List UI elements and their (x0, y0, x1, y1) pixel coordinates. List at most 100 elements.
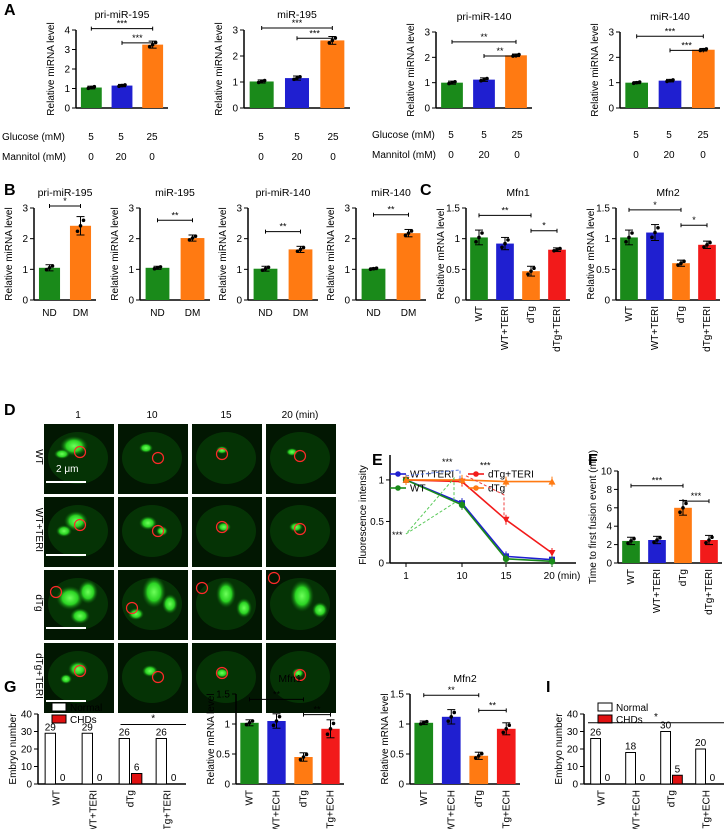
y-tick-label: 10 (601, 467, 613, 478)
significance-label: * (63, 196, 67, 206)
data-point (50, 264, 55, 268)
bar-normal (695, 748, 707, 785)
data-point (474, 240, 478, 244)
y-tick-label: 1 (236, 265, 242, 276)
data-point (682, 259, 686, 264)
x-tick-label: 15 (500, 571, 512, 582)
series-marker (548, 558, 556, 565)
bar (240, 722, 259, 784)
roi-circle (151, 451, 165, 465)
panel-label-d: D (4, 402, 16, 419)
y-axis-label: Relative miRNA level (406, 23, 417, 116)
panel-label-i: I (546, 679, 550, 696)
data-point (668, 78, 672, 83)
glucose-value: 5 (666, 130, 672, 141)
x-tick-label: WT+TERI (650, 306, 661, 350)
y-tick-label: 3 (424, 28, 430, 39)
data-point (684, 501, 688, 506)
bar (80, 87, 102, 108)
data-point (679, 261, 683, 266)
bar (470, 237, 488, 300)
glucose-label: Glucose (mM) (372, 130, 435, 141)
significance-guide (405, 469, 461, 482)
y-tick-label: 3 (22, 204, 28, 215)
x-tick-label: dTg (676, 306, 687, 323)
series-line (406, 479, 552, 483)
y-tick-label: 0.5 (446, 265, 460, 276)
bar (698, 244, 716, 300)
data-point (187, 238, 192, 242)
mitochondria-signal (128, 608, 144, 620)
y-tick-label: 0 (378, 559, 384, 570)
bar (469, 755, 489, 784)
data-point (274, 719, 279, 723)
significance-label: *** (652, 476, 663, 486)
significance-label: *** (691, 491, 702, 501)
mannitol-value: 0 (700, 150, 706, 161)
mannitol-value: 0 (258, 152, 264, 163)
y-axis-label: Fluorescence intensity (358, 465, 369, 565)
y-tick-label: 1 (604, 234, 610, 245)
condition-table-a3: Glucose (mM) Mannitol (mM) (372, 130, 436, 161)
data-point (153, 40, 158, 45)
significance-label: ** (489, 700, 497, 710)
x-tick-label: WT (624, 306, 635, 322)
data-point (292, 77, 296, 82)
y-tick-label: 30 (567, 727, 579, 738)
bar-chds (672, 774, 683, 785)
significance-label: * (151, 714, 155, 725)
data-point (277, 714, 282, 719)
row-label: WT (33, 449, 44, 465)
data-point (552, 249, 556, 253)
legend-label: Normal (616, 703, 648, 714)
data-point (529, 269, 533, 273)
row-label: dTg (33, 594, 44, 611)
data-point (409, 229, 414, 233)
y-axis-label: Relative miRNA level (110, 207, 121, 300)
data-point (158, 265, 163, 269)
mitochondria-signal (68, 661, 88, 677)
y-tick-label: 1 (128, 265, 134, 276)
bar-value-label: 0 (605, 773, 611, 784)
legend-marker (395, 471, 401, 477)
data-point (47, 266, 52, 270)
bar (249, 81, 274, 108)
y-tick-label: 2 (128, 234, 134, 245)
y-tick-label: 1 (344, 265, 350, 276)
legend-label: CHDs (70, 715, 97, 726)
x-tick-label: WT+TERI (500, 306, 511, 350)
data-point (421, 721, 426, 725)
series-marker (548, 550, 556, 557)
data-point (473, 756, 478, 760)
mitochondria-signal (60, 674, 72, 684)
y-tick-label: 0.5 (390, 750, 404, 761)
series-marker (502, 478, 510, 485)
chart-title: Mfn1 (506, 187, 530, 199)
x-tick-label: dTg (526, 306, 537, 323)
x-tick-label: WT (419, 790, 430, 806)
data-point (123, 83, 127, 87)
data-point (702, 245, 706, 249)
data-point (371, 266, 376, 271)
roi-circle (293, 449, 307, 463)
data-point (449, 715, 454, 719)
data-point (403, 233, 408, 238)
x-tick-label: dTg+TERI (704, 569, 715, 615)
legend-marker (473, 471, 479, 477)
y-tick-label: 40 (21, 710, 33, 721)
glucose-value: 5 (481, 130, 487, 141)
data-point (653, 230, 657, 235)
bar-value-label: 0 (171, 773, 177, 784)
legend-marker (473, 485, 479, 491)
data-point (262, 78, 267, 83)
data-point (532, 266, 536, 271)
significance-label: ** (313, 705, 321, 715)
chart-title: Mfn1 (278, 673, 302, 685)
roi-circle (151, 670, 165, 684)
y-tick-label: 0.5 (596, 265, 610, 276)
y-axis-label: Relative miRNA level (218, 207, 229, 300)
roi-circle (49, 585, 63, 599)
mannitol-label: Mannitol (mM) (372, 150, 436, 161)
y-tick-label: 0 (232, 104, 238, 115)
data-point (271, 723, 276, 728)
